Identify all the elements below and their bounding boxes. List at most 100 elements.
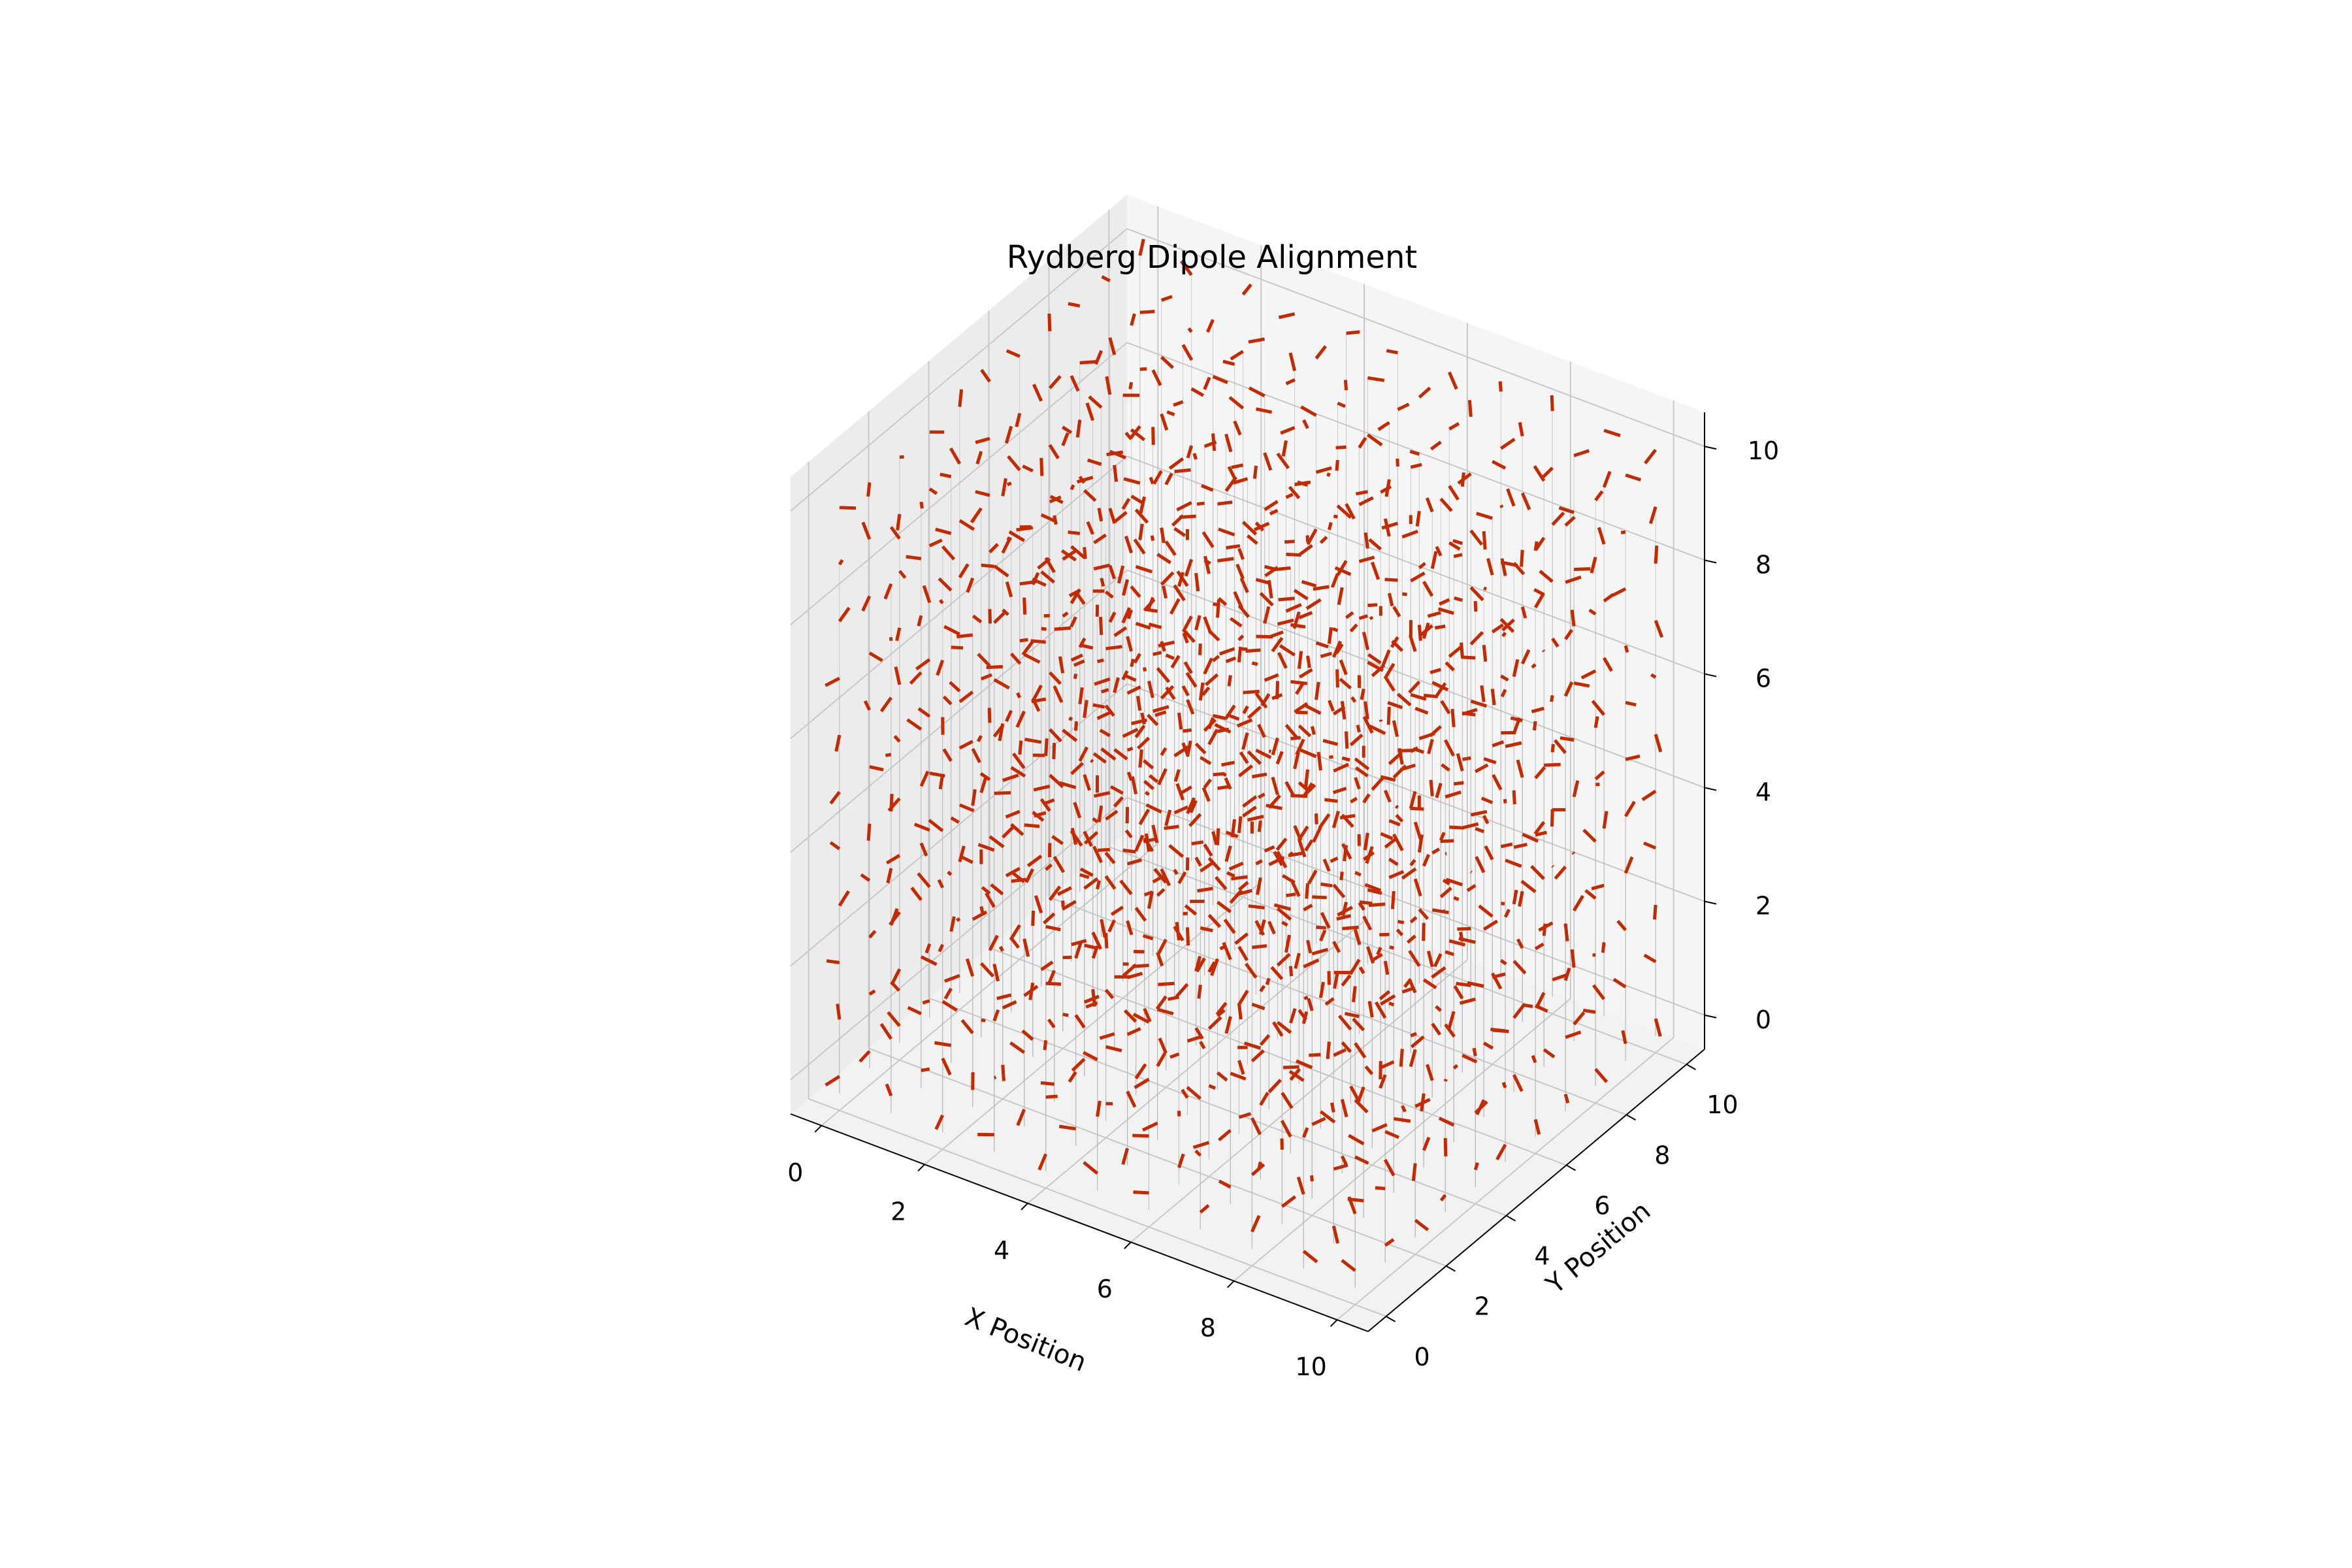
dipole-arrow <box>1264 500 1279 512</box>
dipole-arrow <box>1473 600 1478 612</box>
x-axis-label: X Position <box>960 1302 1090 1378</box>
z-tick-mark <box>1704 1014 1717 1019</box>
dipole-arrow <box>994 1075 997 1080</box>
dipole-arrow <box>1333 1048 1347 1057</box>
dipole-arrow <box>1152 705 1169 713</box>
dipole-arrow <box>1258 919 1266 935</box>
dipole-arrow <box>971 747 981 764</box>
dipole-arrow <box>1315 813 1318 825</box>
dipole-arrow <box>1364 883 1382 892</box>
dipole-arrow <box>1339 678 1352 690</box>
dipole-arrow <box>1022 938 1030 957</box>
z-tick-label: 2 <box>1756 892 1771 921</box>
dipole-arrow <box>1431 681 1449 692</box>
dipole-arrow <box>1215 875 1228 890</box>
dipole-arrow <box>1186 740 1192 757</box>
dipole-arrow <box>860 873 871 882</box>
dipole-arrow <box>1039 798 1051 812</box>
dipole-arrow <box>988 543 999 553</box>
dipole-arrow <box>1429 725 1442 738</box>
dipole-arrow <box>1564 515 1576 527</box>
dipole-arrow <box>1298 668 1313 679</box>
dipole-arrow <box>1070 616 1077 628</box>
dipole-arrow <box>1136 696 1142 711</box>
dipole-arrow <box>922 999 930 1005</box>
dipole-arrow <box>1340 1098 1348 1118</box>
dipole-arrow <box>1083 489 1097 502</box>
dipole-arrow <box>928 487 938 495</box>
dipole-arrow <box>1531 706 1544 713</box>
dipole-arrow <box>1105 809 1119 821</box>
dipole-arrow <box>1288 352 1297 372</box>
dipole-arrow <box>1388 857 1399 866</box>
dipole-arrow <box>1289 1007 1297 1024</box>
dipole-arrow <box>1016 1109 1026 1126</box>
dipole-arrow <box>885 1083 893 1097</box>
dipole-arrow <box>1009 1041 1026 1054</box>
dipole-arrow <box>1186 445 1194 459</box>
dipole-arrow <box>1194 615 1201 630</box>
dipole-arrow <box>1034 895 1043 914</box>
dipole-arrow <box>1448 939 1466 947</box>
dipole-arrow <box>1500 842 1513 849</box>
dipole-arrow <box>1409 858 1416 866</box>
dipole-arrow <box>1153 868 1168 884</box>
dipole-arrow <box>1337 1015 1352 1031</box>
dipole-arrow <box>1130 776 1138 794</box>
dipole-arrow <box>1048 444 1060 459</box>
dipole-arrow <box>1433 953 1443 968</box>
dipole-arrow <box>1122 728 1139 738</box>
dipole-arrow <box>1175 922 1181 941</box>
dipole-arrow <box>1194 1027 1204 1040</box>
dipole-arrow <box>1097 658 1104 664</box>
dipole-arrow <box>1352 1017 1365 1032</box>
dipole-arrow <box>986 664 1003 670</box>
dipole-arrow <box>861 595 872 612</box>
dipole-arrow <box>1422 978 1437 990</box>
dipole-arrow <box>1083 774 1091 791</box>
dipole-arrow <box>1237 547 1245 560</box>
dipole-arrow <box>944 973 960 983</box>
dipole-arrow <box>993 678 1010 690</box>
dipole-arrow <box>1149 774 1159 783</box>
dipole-arrow <box>1410 1032 1418 1037</box>
dipole-arrow <box>868 989 876 996</box>
dipole-arrows <box>825 238 1664 1272</box>
dipole-arrow <box>937 879 945 889</box>
dipole-arrow <box>1355 490 1368 496</box>
dipole-arrow <box>1533 592 1545 609</box>
dipole-arrow <box>1083 1051 1098 1062</box>
dipole-arrow <box>1500 674 1509 682</box>
dipole-arrow <box>1367 888 1382 895</box>
dipole-arrow <box>1177 712 1183 730</box>
dipole-arrow <box>1142 759 1154 770</box>
dipole-arrow <box>1505 858 1522 868</box>
dipole-arrow <box>1070 484 1075 491</box>
dipole-arrow <box>1422 622 1430 640</box>
dipole-arrow <box>1490 1028 1506 1033</box>
dipole-arrow <box>1532 721 1537 731</box>
dipole-arrow <box>1258 792 1266 799</box>
dipole-arrow <box>1005 349 1021 358</box>
dipole-arrow <box>1254 692 1268 709</box>
dipole-arrow <box>1250 1049 1265 1063</box>
dipole-arrow <box>1601 942 1606 953</box>
dipole-arrow <box>1241 732 1249 750</box>
dipole-arrow <box>1200 483 1214 492</box>
z-tick-label: 0 <box>1756 1005 1771 1034</box>
dipole-arrow <box>1032 578 1047 587</box>
x-tick-label: 2 <box>890 1197 906 1226</box>
dipole-arrow <box>1201 686 1211 696</box>
y-tick-mark <box>1446 1265 1456 1272</box>
dipole-arrow <box>1229 714 1240 721</box>
dipole-arrow <box>1195 957 1206 973</box>
dipole-arrow <box>1590 557 1597 574</box>
dipole-arrow <box>1470 809 1488 817</box>
dipole-arrow <box>1297 825 1309 841</box>
dipole-arrow <box>1343 380 1348 391</box>
dipole-arrow <box>1518 421 1524 437</box>
dipole-arrow <box>1341 974 1352 987</box>
dipole-arrow <box>1354 871 1362 877</box>
dipole-arrow <box>1594 1068 1609 1083</box>
dipole-arrow <box>1062 1013 1069 1017</box>
